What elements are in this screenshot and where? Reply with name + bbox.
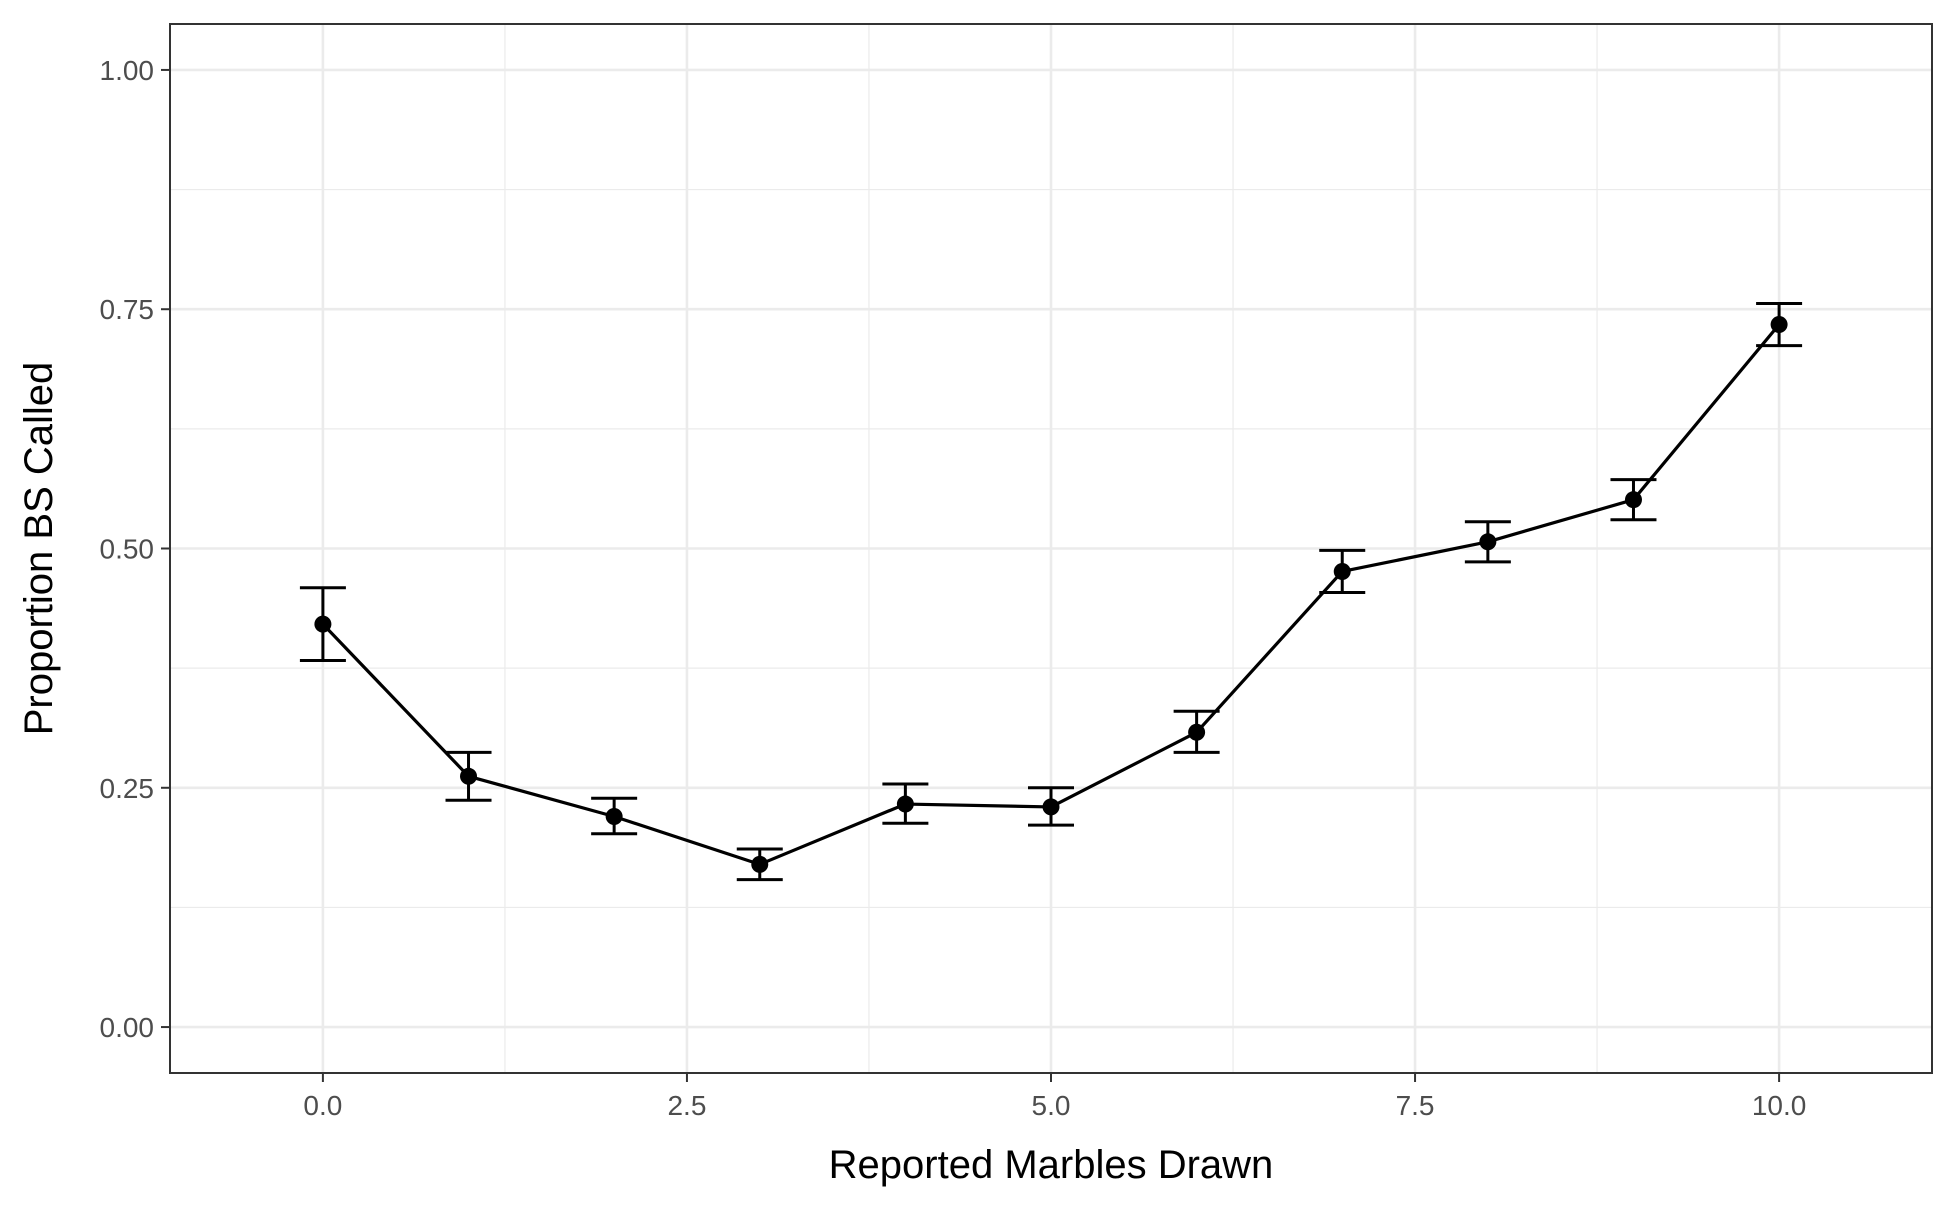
data-point [460, 767, 478, 785]
axis-ticks [161, 68, 1781, 1082]
y-tick-labels: 0.00 0.25 0.50 0.75 1.00 [100, 55, 155, 1043]
data-point [1479, 533, 1497, 551]
data-point [1624, 491, 1642, 509]
y-tick-label: 0.75 [100, 294, 155, 325]
x-tick-label: 0.0 [303, 1090, 342, 1121]
major-grid [170, 24, 1932, 1073]
data-point [1042, 798, 1060, 816]
y-tick-label: 1.00 [100, 55, 155, 86]
data-point [605, 807, 623, 825]
series-layer [299, 301, 1803, 882]
y-tick-label: 0.00 [100, 1012, 155, 1043]
data-point [1188, 723, 1206, 741]
y-tick-label: 0.50 [100, 534, 155, 565]
data-point [751, 855, 769, 873]
data-point [1770, 316, 1788, 334]
y-axis-title: Proportion BS Called [17, 362, 61, 736]
data-point [314, 615, 332, 633]
y-tick-label: 0.25 [100, 773, 155, 804]
x-axis-title: Reported Marbles Drawn [829, 1143, 1274, 1187]
x-tick-label: 5.0 [1032, 1090, 1071, 1121]
x-tick-labels: 0.0 2.5 5.0 7.5 10.0 [303, 1090, 1806, 1121]
x-tick-label: 7.5 [1396, 1090, 1435, 1121]
data-point [896, 795, 914, 813]
data-point [1333, 562, 1351, 580]
x-tick-label: 2.5 [667, 1090, 706, 1121]
x-tick-label: 10.0 [1752, 1090, 1807, 1121]
